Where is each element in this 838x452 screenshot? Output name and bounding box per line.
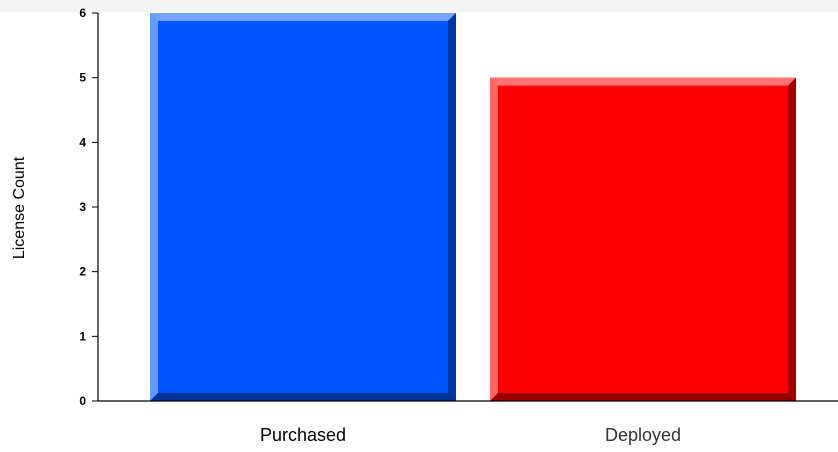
y-tick-label: 2 [79,265,86,279]
bar-body [490,77,796,402]
y-tick-label: 4 [79,135,86,149]
bar-bevel-left [490,77,498,402]
bar-bevel-top [150,13,456,21]
bar-body [150,13,456,401]
bar-bevel-left [150,13,158,401]
bar-purchased [150,13,456,401]
y-tick-label: 5 [79,71,86,85]
y-axis-title: License Count [11,156,28,259]
bar-bevel-bottom [150,393,456,401]
y-tick-label: 3 [79,200,86,214]
bar-bevel-right [788,77,796,402]
y-tick-label: 0 [79,394,86,408]
x-category-label: Deployed [605,425,681,445]
bar-bevel-top [490,77,796,86]
bar-bevel-right [448,13,456,401]
x-category-label: Purchased [260,425,346,445]
bar-deployed [490,77,796,402]
y-tick-label: 1 [79,329,86,343]
y-tick-label: 6 [79,6,86,20]
bar-bevel-bottom [490,393,796,401]
top-strip [0,0,838,12]
